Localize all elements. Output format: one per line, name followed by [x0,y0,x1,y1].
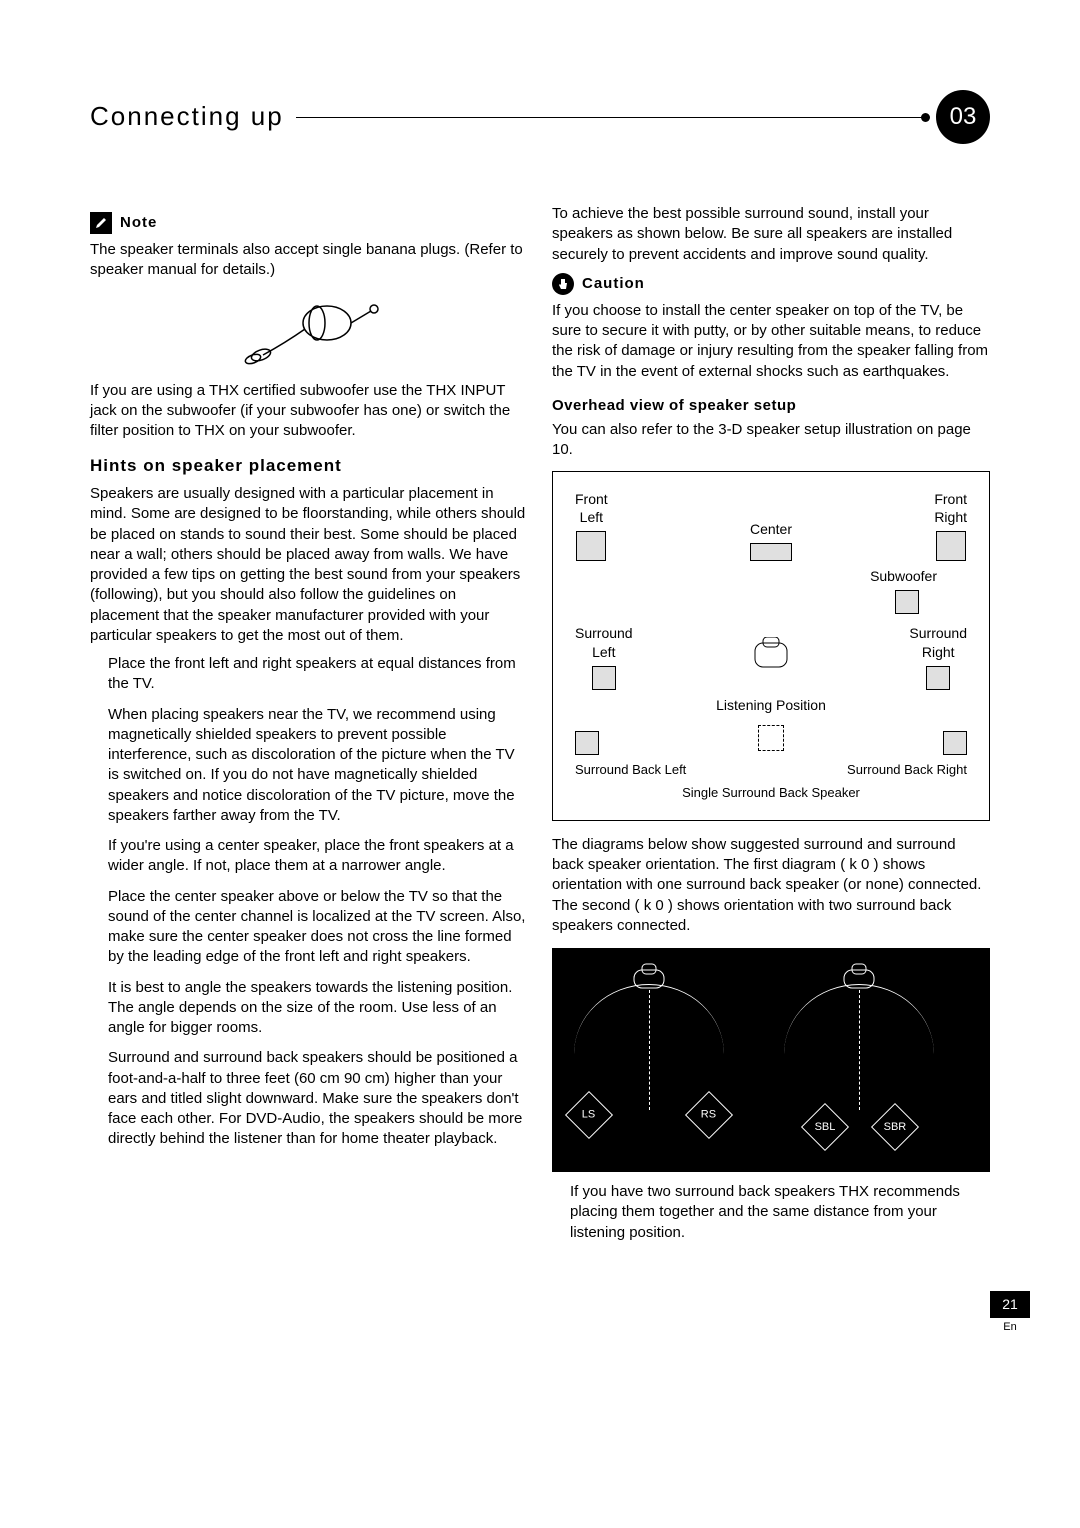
rs-label: RS [701,1108,716,1123]
page-lang: En [990,1320,1030,1335]
note-heading: Note [90,212,528,234]
note-text-1: The speaker terminals also accept single… [90,240,528,281]
note-label: Note [120,213,157,233]
header-title: Connecting up [90,99,284,134]
right-column: To achieve the best possible surround so… [552,204,990,1251]
list-item: Place the center speaker above or below … [108,887,528,968]
right-intro: To achieve the best possible surround so… [552,204,990,265]
sbl-diag-label: SBL [815,1120,836,1135]
fr-label: Front Right [934,491,967,526]
fl-label: Front Left [575,491,608,526]
thx-note: If you have two surround back speakers T… [552,1182,990,1243]
sl-label: Surround Left [575,625,633,660]
list-item: If you're using a center speaker, place … [108,836,528,877]
pencil-icon [90,212,112,234]
listening-label: Listening Position [575,696,967,715]
caution-heading: Caution [552,273,990,295]
sub-label: Subwoofer [870,568,937,584]
caution-label: Caution [582,274,645,294]
list-item: It is best to angle the speakers towards… [108,978,528,1039]
diagram-para: The diagrams below show suggested surrou… [552,835,990,936]
seat-icon [749,637,793,673]
hints-intro: Speakers are usually designed with a par… [90,484,528,646]
page-number: 21 [990,1291,1030,1318]
left-column: Note The speaker terminals also accept s… [90,204,528,1251]
hints-heading: Hints on speaker placement [90,455,528,478]
note-text-2: If you are using a THX certified subwoof… [90,381,528,442]
hand-icon [552,273,574,295]
overhead-diagram: Front Left Center Front Right Subwoofer … [552,471,990,821]
list-item: Place the front left and right speakers … [108,654,528,695]
caution-text: If you choose to install the center spea… [552,301,990,382]
page-header: Connecting up 03 [90,90,990,144]
sbr-diag-label: SBR [884,1120,907,1135]
list-item: Surround and surround back speakers shou… [108,1048,528,1149]
header-rule [296,117,924,118]
ls-label: LS [582,1108,595,1123]
overhead-heading: Overhead view of speaker setup [552,396,990,416]
center-label: Center [750,521,792,537]
banana-plug-illustration [229,289,389,369]
chapter-badge: 03 [936,90,990,144]
overhead-text: You can also refer to the 3-D speaker se… [552,420,990,461]
single-sb-label: Single Surround Back Speaker [575,784,967,802]
orientation-diagram: LS RS SBL SBR [552,948,990,1172]
hints-list: Place the front left and right speakers … [90,654,528,1150]
list-item: When placing speakers near the TV, we re… [108,705,528,827]
sr-label: Surround Right [909,625,967,660]
sbr-label: Surround Back Right [847,761,967,779]
sbl-label: Surround Back Left [575,761,686,779]
